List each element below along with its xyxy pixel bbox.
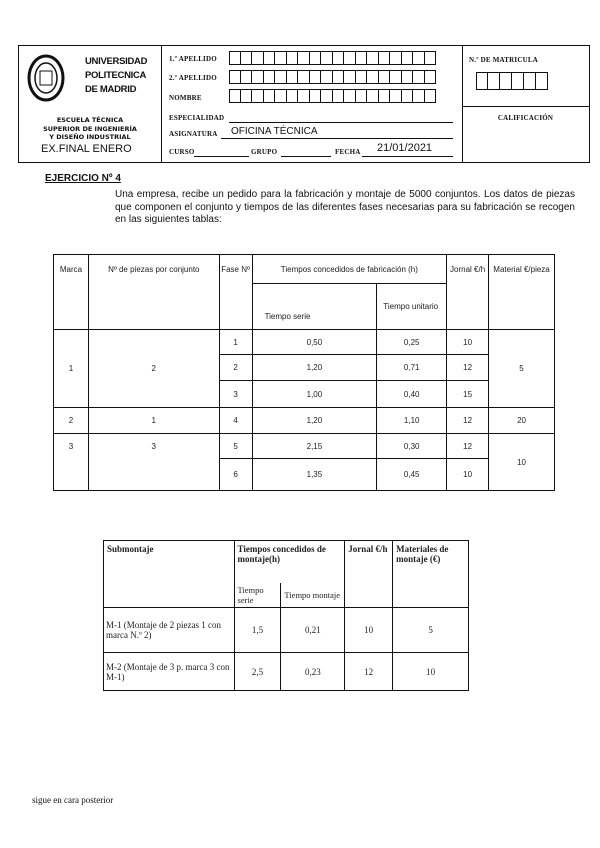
fecha-field[interactable] <box>362 156 453 157</box>
cell-fase: 2 <box>218 354 253 381</box>
matricula-field[interactable] <box>476 72 548 90</box>
cell-material: 10 <box>488 433 555 491</box>
header-jornal: Jornal €/h <box>344 540 394 608</box>
cell-jornal: 10 <box>344 607 394 653</box>
cell-fase: 1 <box>218 329 253 355</box>
apellido2-label: 2.º APELLIDO <box>169 74 217 82</box>
university-name-line: DE MADRID <box>85 84 137 95</box>
header-serie: Tiempo serie <box>251 283 378 330</box>
cell-serie: 0,50 <box>251 329 378 355</box>
header-tiempos: Tiempos concedidos de fabricación (h) <box>251 254 448 284</box>
cell-serie: 1,35 <box>251 458 378 491</box>
header-jornal: Jornal €/h <box>446 254 490 330</box>
university-name-line: POLITECNICA <box>85 70 147 81</box>
header-tiempos-montaje: Tiempos concedidos de montaje(h) <box>233 540 346 583</box>
asignatura-label: ASIGNATURA <box>169 130 218 138</box>
cell-fase: 3 <box>218 380 253 408</box>
header-fase: Fase Nº <box>218 254 253 330</box>
footer-note: sigue en cara posterior <box>32 795 114 805</box>
cell-marca: 2 <box>53 407 89 434</box>
cell-piezas: 1 <box>87 407 220 434</box>
apellido2-field[interactable] <box>229 70 436 84</box>
exam-name: EX.FINAL ENERO <box>41 143 132 155</box>
cell-montaje: 0,23 <box>280 652 346 691</box>
cell-material: 5 <box>488 329 555 408</box>
cell-unitario: 0,30 <box>376 433 448 459</box>
apellido1-field[interactable] <box>229 51 436 65</box>
exam-header: UNIVERSIDAD POLITECNICA DE MADRID ESCUEL… <box>18 45 590 163</box>
grupo-label: GRUPO <box>251 148 278 156</box>
header-submontaje: Submontaje <box>103 540 235 608</box>
cell-materiales: 10 <box>392 652 469 691</box>
exercise-title: EJERCICIO Nº 4 <box>45 173 121 184</box>
fabrication-table: Marca Nº de piezas por conjunto Fase Nº … <box>53 254 555 491</box>
assembly-table: Submontaje Tiempos concedidos de montaje… <box>103 540 469 691</box>
header-tiempo-serie: Tiempo serie <box>233 582 282 608</box>
row-name: M-1 (Montaje de 2 piezas 1 con marca N.º… <box>103 607 235 653</box>
cell-piezas: 3 <box>87 433 220 491</box>
asignatura-field[interactable] <box>221 138 453 139</box>
university-name-line: UNIVERSIDAD <box>85 56 148 67</box>
cell-materiales: 5 <box>392 607 469 653</box>
cell-jornal: 12 <box>446 354 490 381</box>
cell-montaje: 0,21 <box>280 607 346 653</box>
cell-jornal: 12 <box>446 407 490 434</box>
cell-unitario: 1,10 <box>376 407 448 434</box>
header-marca: Marca <box>53 254 89 330</box>
cell-serie: 1,20 <box>251 354 378 381</box>
school-name-line: ESCUELA TÉCNICA <box>56 116 124 124</box>
cell-jornal: 12 <box>344 652 394 691</box>
fecha-label: FECHA <box>335 148 361 156</box>
cell-fase: 4 <box>218 407 253 434</box>
nombre-label: NOMBRE <box>169 94 202 102</box>
cell-unitario: 0,71 <box>376 354 448 381</box>
header-materiales: Materiales de montaje (€) <box>392 540 469 608</box>
cell-piezas: 2 <box>87 329 220 408</box>
school-name-line: Y DISEÑO INDUSTRIAL <box>49 133 131 141</box>
cell-marca: 1 <box>53 329 89 408</box>
university-seal-logo <box>27 54 65 102</box>
nombre-field[interactable] <box>229 89 436 103</box>
cell-serie: 1,20 <box>251 407 378 434</box>
school-name-line: SUPERIOR DE INGENIERÍA <box>43 124 137 133</box>
cell-jornal: 10 <box>446 458 490 491</box>
cell-jornal: 10 <box>446 329 490 355</box>
especialidad-field[interactable] <box>229 122 453 123</box>
matricula-label: N.º DE MATRICULA <box>469 56 538 64</box>
cell-serie: 2,5 <box>233 652 282 691</box>
cell-unitario: 0,25 <box>376 329 448 355</box>
asignatura-value: OFICINA TÉCNICA <box>231 126 318 137</box>
header-piezas: Nº de piezas por conjunto <box>87 254 220 330</box>
especialidad-label: ESPECIALIDAD <box>169 114 225 122</box>
header-material: Material €/pieza <box>488 254 555 330</box>
apellido1-label: 1.º APELLIDO <box>169 55 217 63</box>
cell-unitario: 0,45 <box>376 458 448 491</box>
curso-label: CURSO <box>169 148 195 156</box>
curso-field[interactable] <box>194 156 249 157</box>
row-name: M-2 (Montaje de 3 p. marca 3 con M-1) <box>103 652 235 691</box>
header-tiempo-montaje: Tiempo montaje <box>280 582 346 608</box>
fecha-value: 21/01/2021 <box>377 142 433 154</box>
cell-serie: 2,15 <box>251 433 378 459</box>
cell-material: 20 <box>488 407 555 434</box>
cell-fase: 6 <box>218 458 253 491</box>
cell-fase: 5 <box>218 433 253 459</box>
cell-jornal: 15 <box>446 380 490 408</box>
cell-serie: 1,00 <box>251 380 378 408</box>
cell-unitario: 0,40 <box>376 380 448 408</box>
header-unitario: Tiempo unitario <box>376 283 448 330</box>
exercise-text: Una empresa, recibe un pedido para la fa… <box>115 189 575 225</box>
cell-jornal: 12 <box>446 433 490 459</box>
calificacion-label: CALIFICACIÓN <box>497 114 554 122</box>
cell-serie: 1,5 <box>233 607 282 653</box>
cell-marca: 3 <box>53 433 89 491</box>
grupo-field[interactable] <box>281 156 331 157</box>
